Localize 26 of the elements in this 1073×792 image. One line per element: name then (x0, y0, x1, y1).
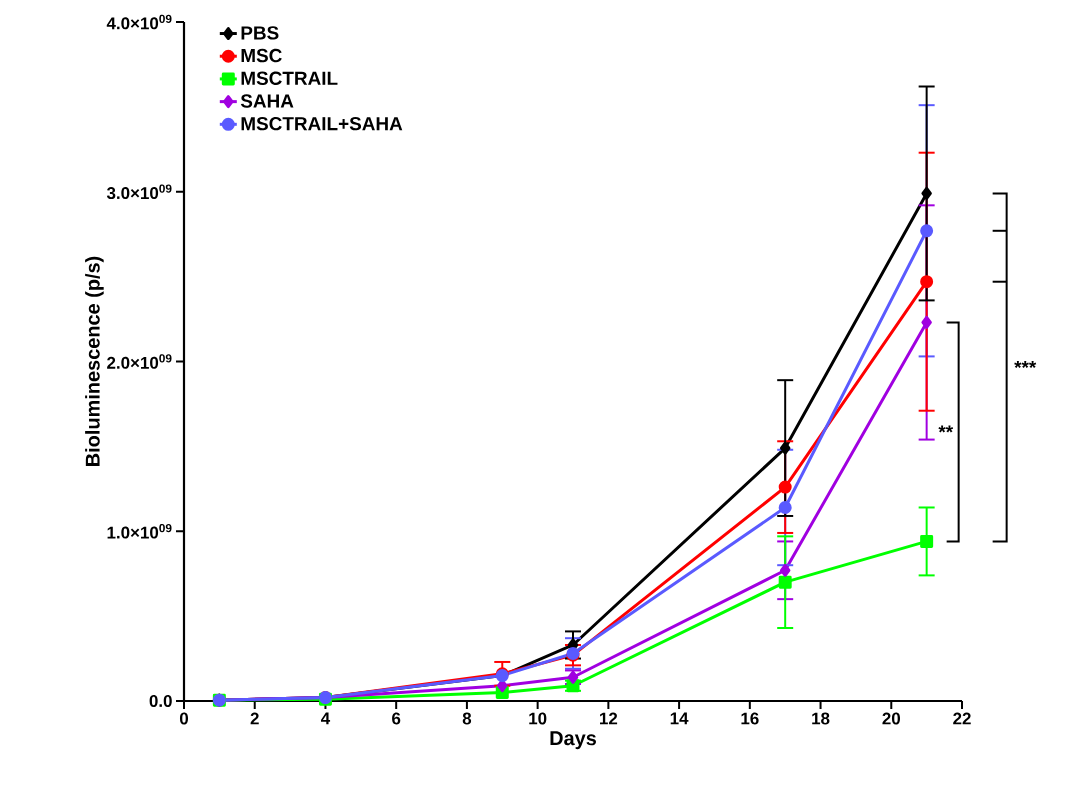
x-tick-label: 12 (600, 712, 618, 725)
x-tick-label: 22 (953, 712, 971, 725)
y-tick-label: 0.0 (149, 695, 172, 707)
x-tick-label: 18 (812, 712, 830, 725)
x-tick-label: 16 (741, 712, 759, 725)
legend-label: MSCTRAIL (241, 71, 338, 85)
y-tick-label: 2.0×10$^{09}$ (107, 354, 172, 369)
x-axis-title: Days (550, 731, 596, 750)
x-tick-label: 0 (179, 712, 189, 725)
legend-label: PBS (241, 26, 279, 40)
y-tick-label: 3.0×10$^{09}$ (106, 184, 172, 200)
x-tick-label: 14 (670, 712, 689, 725)
x-tick-label: 2 (250, 712, 259, 725)
annotation: ** (938, 425, 954, 433)
y-tick-label: 4.0×10$^{09}$ (106, 14, 172, 30)
legend-label: MSCTRAIL+SAHA (241, 116, 403, 131)
legend-label: SAHA (240, 94, 294, 108)
x-tick-label: 6 (392, 712, 401, 725)
x-tick-label: 20 (882, 712, 900, 725)
x-tick-label: 10 (529, 712, 547, 725)
legend-label: MSC (241, 48, 282, 63)
y-axis-title: Bioluminescence (p/s) (85, 256, 104, 466)
x-tick-label: 4 (321, 712, 331, 725)
text: *** (1014, 360, 1037, 368)
y-tick-label: 1.0×10$^{09}$ (107, 523, 172, 539)
x-tick-label: 8 (462, 712, 472, 725)
